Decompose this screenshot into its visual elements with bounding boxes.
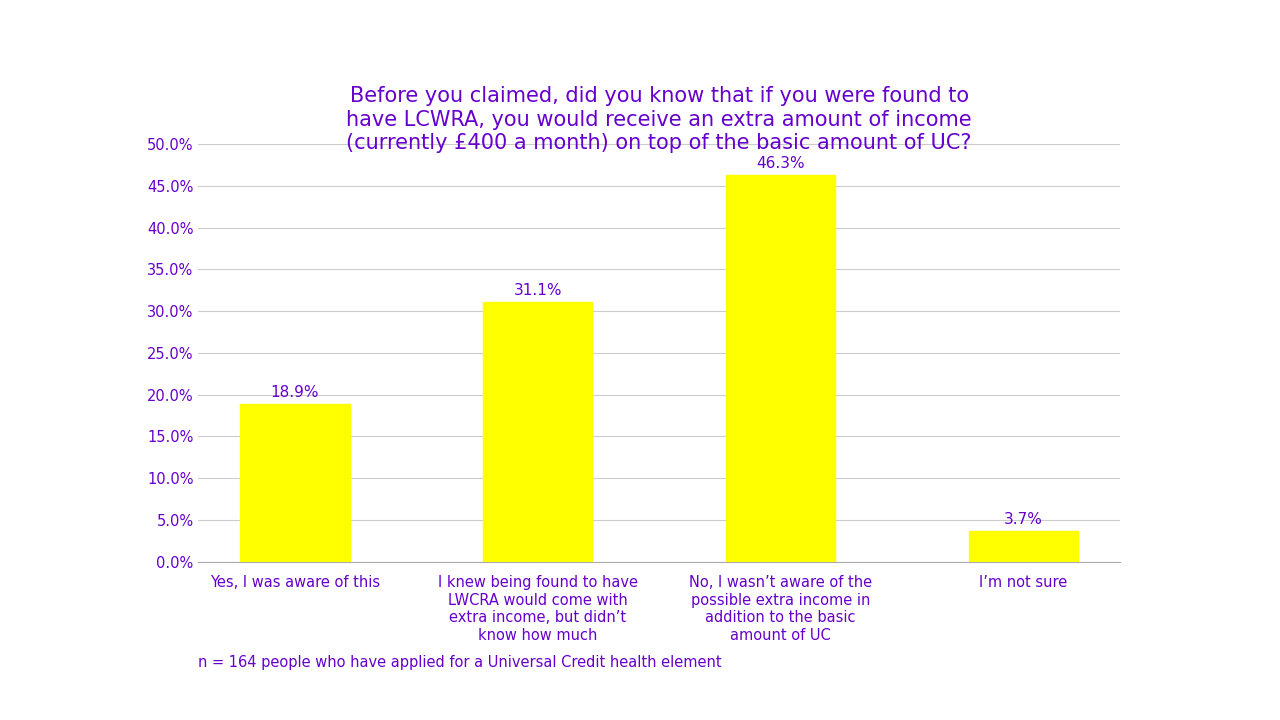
Text: 18.9%: 18.9%	[270, 384, 319, 400]
Text: 3.7%: 3.7%	[1004, 511, 1043, 526]
Text: 46.3%: 46.3%	[756, 156, 805, 171]
Text: 31.1%: 31.1%	[513, 283, 562, 297]
Bar	[969, 531, 1078, 562]
Text: Before you claimed, did you know that if you were found to
have LCWRA, you would: Before you claimed, did you know that if…	[347, 86, 972, 153]
Bar	[483, 302, 593, 562]
Bar	[726, 175, 836, 562]
Text: n = 164 people who have applied for a Universal Credit health element: n = 164 people who have applied for a Un…	[198, 654, 722, 670]
Bar	[241, 404, 349, 562]
